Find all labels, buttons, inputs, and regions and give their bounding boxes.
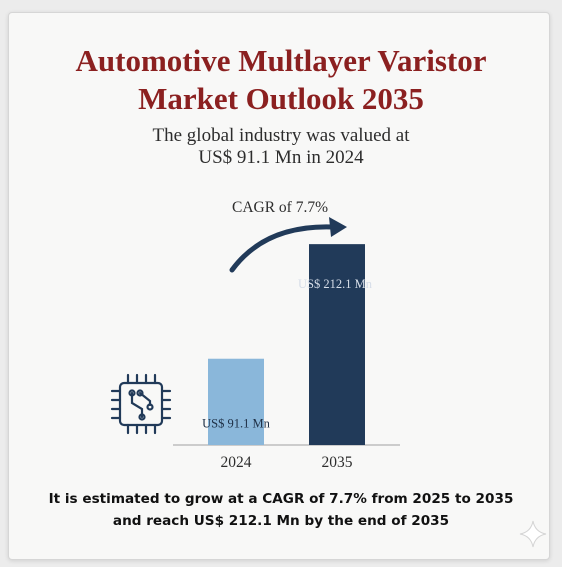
cagr-arrow-head: [329, 217, 347, 237]
subtitle: The global industry was valued at US$ 91…: [0, 125, 562, 169]
title-line-2: Market Outlook 2035: [138, 81, 424, 116]
bar-chart: US$ 91.1 Mn 2024 US$ 212.1 Mn 2035 CAGR of 7…: [110, 199, 400, 471]
title-line-1: Automotive Multlayer Varistor: [75, 43, 487, 78]
footer-line-1: It is estimated to grow at a CAGR of 7.7…: [48, 491, 514, 507]
data-label-2035: US$ 212.1 Mn: [298, 277, 373, 291]
cagr-annotation: CAGR of 7.7%: [232, 199, 328, 216]
subtitle-line-2: US$ 91.1 Mn in 2024: [198, 147, 364, 168]
subtitle-line-1: The global industry was valued at: [152, 125, 410, 146]
data-label-2024: US$ 91.1 Mn: [202, 417, 270, 431]
tick-label-2035: 2035: [322, 454, 353, 471]
bar-2024: [208, 358, 264, 445]
circuit-chip-icon: [110, 373, 172, 435]
footer-line-2: and reach US$ 212.1 Mn by the end of 203…: [112, 513, 450, 529]
tick-label-2024: 2024: [221, 454, 252, 471]
footer-summary: It is estimated to grow at a CAGR of 7.7…: [0, 488, 562, 532]
cagr-arrow: [229, 224, 335, 273]
infographic-card: [8, 12, 550, 560]
page-title: Automotive Multlayer Varistor Market Out…: [0, 42, 562, 118]
bar-2035: [309, 244, 365, 445]
sparkle-icon: [519, 520, 547, 548]
